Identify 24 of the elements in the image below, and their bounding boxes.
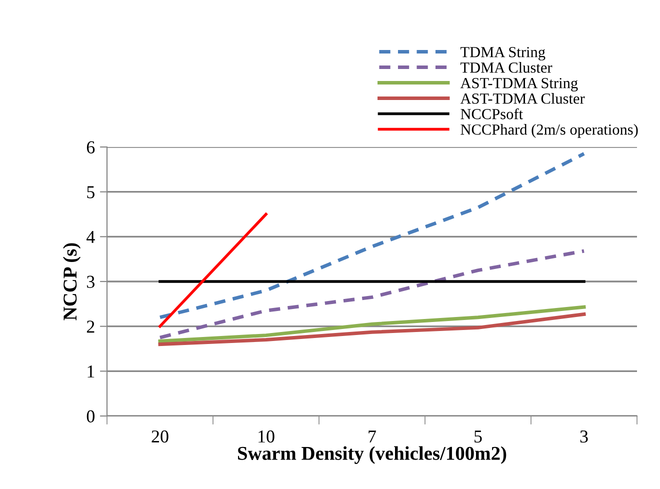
line-series [158, 152, 586, 320]
y-tick-label: 6 [86, 141, 95, 154]
legend-label: AST-TDMA Cluster [460, 93, 585, 104]
legend-label: NCCPhard (2m/s operations) [460, 124, 638, 138]
legend-label: AST-TDMA String [460, 78, 578, 92]
y-tick-label: 3 [87, 276, 94, 288]
y-tick-label: 5 [87, 186, 94, 198]
legend-label: TDMA Cluster [460, 62, 552, 73]
x-tick-label: 7 [368, 430, 376, 442]
x-tick-label: 20 [152, 430, 168, 443]
y-tick-label: 0 [86, 410, 95, 422]
y-tick-label: 4 [86, 231, 95, 243]
x-tick-label: 5 [474, 430, 482, 443]
line-series [158, 312, 586, 346]
line-series [158, 249, 586, 340]
x-tick-label: 3 [580, 430, 588, 443]
x-tick-label: 10 [258, 430, 274, 443]
legend-label: TDMA String [460, 46, 546, 60]
y-tick-label: 1 [88, 366, 94, 378]
y-axis-title: NCCP (s) [62, 243, 81, 320]
x-axis-title: Swarm Density (vehicles/100m2) [238, 446, 506, 464]
y-tick-label: 2 [86, 320, 94, 333]
legend-label: NCCPsoft [460, 108, 523, 120]
line-series [158, 305, 586, 343]
